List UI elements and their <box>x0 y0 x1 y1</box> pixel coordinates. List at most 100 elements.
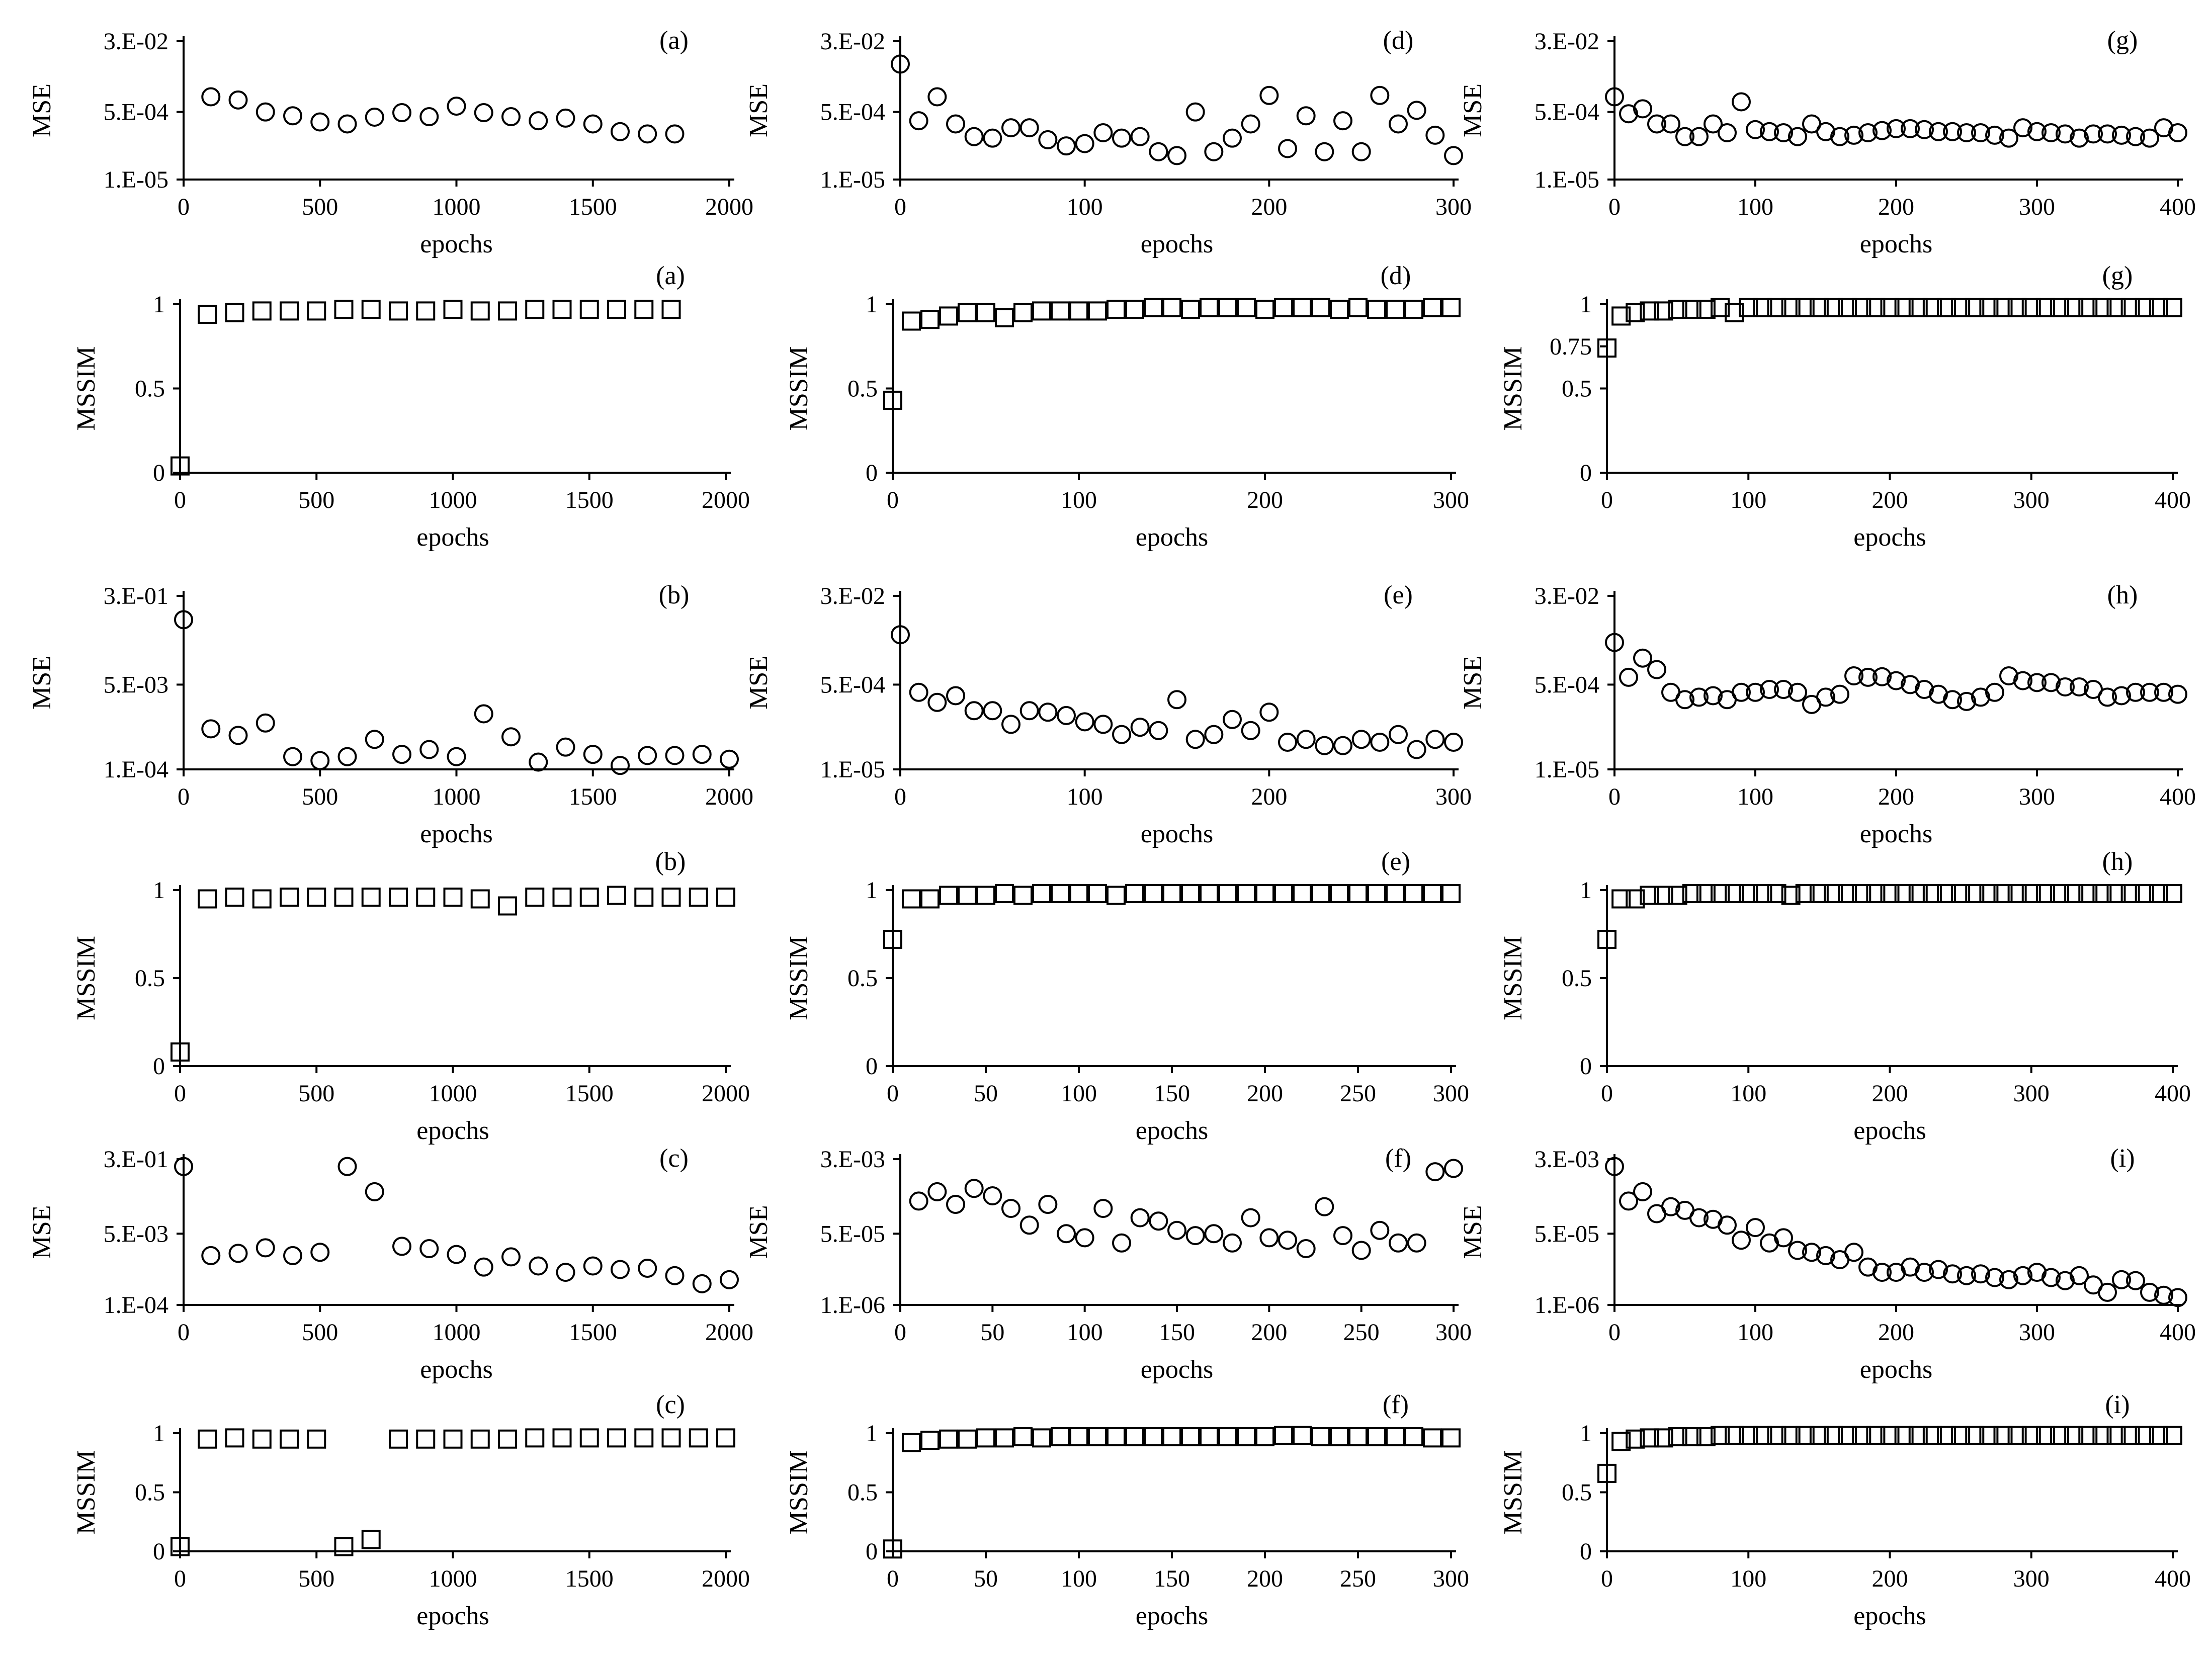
data-point <box>909 682 928 702</box>
panel-label: (b) <box>655 847 686 876</box>
data-point <box>1597 930 1617 949</box>
data-point <box>392 103 411 123</box>
y-tick-label: 1.E-05 <box>820 756 885 783</box>
subplot-b-mssim: 0 0.5 1 0 500 1000 1500 2000 epochs MSSIM (b) <box>72 847 750 1145</box>
data-point <box>1125 884 1144 903</box>
data-point <box>1013 1427 1033 1447</box>
data-point <box>716 1428 735 1448</box>
x-tick-label: 400 <box>2160 783 2196 810</box>
data-point <box>1951 1426 1971 1445</box>
data-point <box>1204 142 1224 161</box>
data-point <box>1181 884 1200 903</box>
data-point <box>1619 667 1638 687</box>
y-tick-label: 1 <box>153 877 165 904</box>
data-point <box>1032 1428 1051 1448</box>
data-point <box>1971 1264 1990 1284</box>
data-point <box>1929 122 1948 141</box>
data-point <box>1389 114 1408 134</box>
x-tick-label: 100 <box>1737 194 1773 220</box>
data-point <box>1611 1432 1631 1451</box>
data-point <box>2149 298 2168 317</box>
data-point <box>1781 298 1801 317</box>
data-point <box>1852 1426 1871 1445</box>
y-tick-label: 0 <box>866 460 878 486</box>
x-axis-title: epochs <box>1136 1602 1208 1630</box>
data-point <box>1423 884 1442 903</box>
data-point <box>1259 85 1279 105</box>
data-point <box>1993 884 2013 903</box>
data-point <box>470 889 490 909</box>
data-point <box>1732 92 1751 112</box>
data-point <box>1718 123 1737 142</box>
subplot-f-mse: 3.E-03 5.E-05 1.E-06 0 50 100 150 200 250 300 epoc… <box>744 1144 1472 1384</box>
data-point <box>2098 687 2117 707</box>
data-point <box>1407 740 1426 759</box>
data-point <box>1999 128 2018 148</box>
data-point <box>883 390 902 410</box>
panel-label: (a) <box>656 261 685 290</box>
data-point <box>1255 1427 1274 1447</box>
data-point <box>1647 660 1666 679</box>
data-point <box>501 1247 521 1267</box>
y-tick-label: 5.E-03 <box>104 1220 168 1247</box>
data-point <box>891 54 910 74</box>
data-point <box>171 456 190 476</box>
x-tick-label: 250 <box>1340 1565 1376 1592</box>
data-point <box>1922 1426 1942 1445</box>
x-tick-label: 0 <box>1608 194 1621 220</box>
data-point <box>2126 127 2145 146</box>
data-point <box>1404 300 1423 319</box>
y-tick-label: 3.E-02 <box>1535 583 1599 609</box>
data-point <box>1640 301 1659 321</box>
data-point <box>1901 119 1920 138</box>
data-point <box>1259 1228 1279 1248</box>
data-point <box>1767 884 1786 903</box>
data-point <box>1682 1427 1701 1447</box>
data-point <box>280 1429 299 1449</box>
data-point <box>1746 682 1765 702</box>
data-point <box>1866 884 1886 903</box>
data-point <box>1112 1233 1131 1253</box>
x-tick-label: 200 <box>1251 1319 1287 1346</box>
data-point <box>1852 298 1871 317</box>
x-tick-label: 150 <box>1154 1080 1190 1107</box>
data-point <box>1444 146 1463 165</box>
data-point <box>611 756 630 775</box>
data-point <box>552 1428 572 1448</box>
data-point <box>1162 1427 1181 1447</box>
data-point <box>2013 1266 2032 1285</box>
x-axis-title: epochs <box>1860 1355 1932 1384</box>
x-tick-label: 0 <box>887 1080 899 1107</box>
data-point <box>1852 884 1871 903</box>
data-point <box>1185 730 1205 749</box>
x-tick-label: 1500 <box>565 1080 614 1107</box>
data-point <box>529 111 548 131</box>
data-point <box>1858 667 1878 687</box>
data-point <box>920 889 940 909</box>
x-tick-label: 0 <box>894 1319 906 1346</box>
data-point <box>1019 1215 1039 1235</box>
data-point <box>1204 1224 1224 1244</box>
y-tick-label: 3.E-01 <box>104 583 168 609</box>
data-point <box>198 305 217 324</box>
data-point <box>1824 1426 1843 1445</box>
data-point <box>280 888 299 907</box>
data-point <box>1069 301 1088 321</box>
data-point <box>198 889 217 909</box>
data-point <box>225 888 244 907</box>
data-point <box>2163 884 2182 903</box>
y-tick-label: 5.E-03 <box>104 671 168 698</box>
data-point <box>1873 121 1892 140</box>
x-tick-label: 0 <box>178 194 190 220</box>
data-point <box>225 1428 244 1448</box>
data-point <box>927 87 947 107</box>
data-point <box>1296 1239 1316 1259</box>
data-point <box>1367 884 1386 903</box>
data-point <box>976 1428 995 1448</box>
x-tick-label: 1000 <box>429 1565 477 1592</box>
data-point <box>2070 128 2089 148</box>
y-tick-label: 1 <box>866 877 878 904</box>
data-point <box>1746 120 1765 139</box>
data-point <box>1795 1426 1815 1445</box>
data-point <box>946 686 965 706</box>
